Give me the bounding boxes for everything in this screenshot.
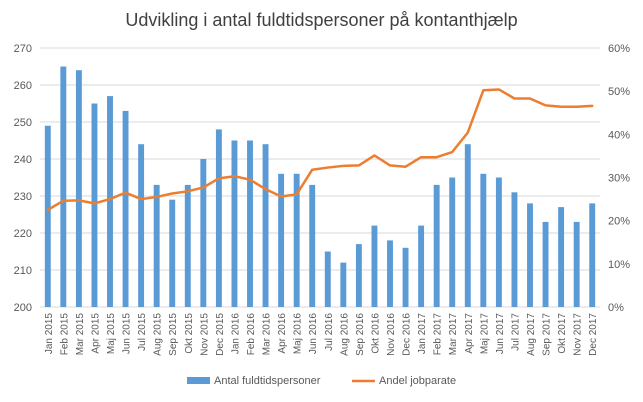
x-tick-label: Okt 2015	[184, 313, 195, 354]
x-tick-label: Mar 2016	[262, 313, 273, 356]
bar	[464, 144, 471, 307]
bar	[324, 251, 331, 307]
x-tick-label: Jun 2016	[308, 313, 319, 355]
bar	[495, 177, 502, 307]
x-tick-label: Apr 2016	[277, 313, 288, 354]
bar	[153, 184, 160, 307]
bar	[215, 129, 222, 307]
x-tick-label: Aug 2016	[339, 313, 350, 356]
y-left-tick-label: 260	[14, 80, 32, 92]
y-right-tick-label: 60%	[608, 43, 630, 55]
y-left-tick-label: 220	[14, 228, 32, 240]
gridlines	[40, 47, 600, 308]
bar	[527, 203, 533, 307]
x-tick-label: Maj 2016	[293, 313, 304, 355]
x-tick-label: Jan 2015	[44, 313, 55, 355]
x-tick-label: Nov 2016	[386, 313, 397, 356]
x-tick-label: Apr 2017	[464, 313, 475, 354]
bar	[75, 70, 82, 307]
bar	[511, 192, 518, 307]
x-tick-label: Jun 2017	[495, 313, 506, 355]
bar	[262, 144, 269, 307]
y-right-tick-label: 50%	[608, 86, 630, 98]
x-tick-label: Aug 2017	[526, 313, 537, 356]
bar	[558, 207, 565, 307]
bar	[387, 240, 393, 307]
bar	[433, 184, 440, 307]
bar	[44, 125, 51, 307]
bar	[293, 173, 300, 307]
bar	[309, 184, 316, 307]
x-tick-label: Mar 2017	[448, 313, 459, 356]
legend: Antal fuldtidspersoner Andel jobparate	[187, 375, 456, 387]
bar	[589, 203, 596, 307]
bar	[573, 221, 580, 307]
legend-swatch-bar	[187, 377, 210, 384]
x-tick-label: Sep 2016	[355, 313, 366, 356]
x-tick-label: Jul 2016	[324, 313, 335, 351]
legend-label-bar: Antal fuldtidspersoner	[214, 375, 321, 387]
line-series	[46, 88, 594, 212]
x-tick-label: Nov 2017	[573, 313, 584, 356]
x-tick-label: Feb 2016	[246, 313, 257, 356]
x-tick-label: Jul 2015	[137, 313, 148, 351]
bar	[107, 96, 113, 307]
y-left-tick-label: 210	[14, 265, 32, 277]
bar	[542, 221, 549, 307]
bar	[138, 144, 145, 307]
x-tick-label: Jun 2015	[122, 313, 133, 355]
y-left-tick-label: 270	[14, 43, 32, 55]
bar	[169, 199, 176, 307]
bar	[231, 140, 238, 307]
bar	[91, 103, 98, 307]
y-right-tick-label: 40%	[608, 129, 630, 141]
y-left-tick-label: 240	[14, 154, 32, 166]
y-right-tick-label: 0%	[608, 302, 624, 314]
x-tick-label: Jan 2016	[230, 313, 241, 355]
x-tick-label: Aug 2015	[153, 313, 164, 356]
bar-series	[44, 66, 596, 308]
x-tick-label: Okt 2017	[557, 313, 568, 354]
bar	[371, 225, 378, 307]
bar	[122, 110, 129, 308]
y-right-tick-label: 10%	[608, 259, 630, 271]
bar	[278, 173, 285, 307]
x-tick-label: Maj 2015	[106, 313, 117, 355]
y-left-tick-label: 200	[14, 302, 32, 314]
chart-title: Udvikling i antal fuldtidspersoner på ko…	[125, 10, 518, 30]
x-tick-label: Dec 2015	[215, 313, 226, 356]
bar	[449, 177, 456, 307]
x-tick-label: Feb 2015	[59, 313, 70, 356]
x-tick-label: Maj 2017	[479, 313, 490, 355]
x-tick-label: Dec 2017	[588, 313, 599, 356]
bar	[418, 225, 425, 307]
x-tick-label: Feb 2017	[433, 313, 444, 356]
bar	[355, 244, 362, 307]
x-tick-label: Sep 2015	[168, 313, 179, 356]
bar	[200, 159, 207, 307]
bar	[60, 66, 67, 307]
y-right-tick-label: 30%	[608, 173, 630, 185]
x-tick-label: Dec 2016	[402, 313, 413, 356]
y-right-tick-label: 20%	[608, 216, 630, 228]
bar	[340, 262, 347, 307]
x-tick-label: Mar 2015	[75, 313, 86, 356]
x-tick-label: Okt 2016	[370, 313, 381, 354]
x-tick-label: Sep 2017	[542, 313, 553, 356]
bar	[480, 173, 487, 307]
y-left-tick-label: 250	[14, 117, 32, 129]
x-tick-label: Nov 2015	[199, 313, 210, 356]
bar	[184, 184, 191, 307]
x-tick-label: Jan 2017	[417, 313, 428, 355]
x-tick-label: Apr 2015	[90, 313, 101, 354]
bar	[402, 247, 409, 307]
bar	[247, 140, 253, 307]
y-left-tick-label: 230	[14, 191, 32, 203]
x-tick-label: Jul 2017	[510, 313, 521, 351]
legend-label-line: Andel jobparate	[379, 375, 456, 387]
